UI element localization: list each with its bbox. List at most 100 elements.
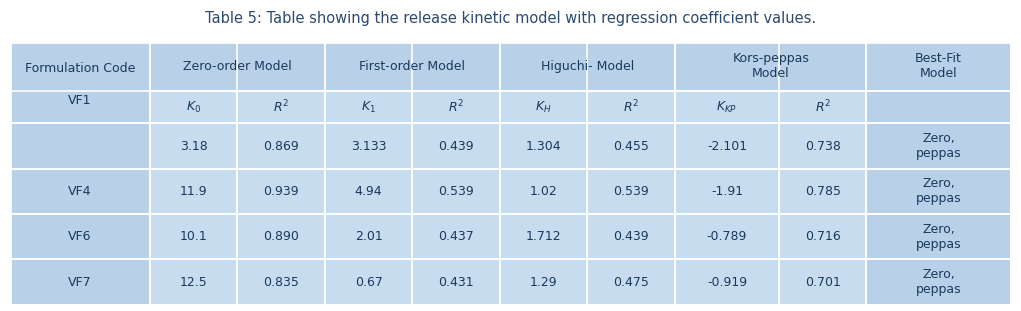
Text: 12.5: 12.5 — [180, 276, 207, 289]
Text: 0.939: 0.939 — [263, 185, 299, 198]
Text: 11.9: 11.9 — [180, 185, 207, 198]
Text: 0.701: 0.701 — [805, 276, 840, 289]
Bar — [150, 214, 237, 259]
Bar — [867, 123, 1011, 169]
Bar — [412, 259, 500, 305]
Bar — [587, 259, 675, 305]
Bar — [150, 42, 325, 91]
Text: VF6: VF6 — [68, 230, 92, 243]
Bar — [675, 214, 779, 259]
Text: 10.1: 10.1 — [180, 230, 207, 243]
Bar — [500, 91, 587, 123]
Bar — [587, 123, 675, 169]
Bar — [587, 214, 675, 259]
Text: 0.539: 0.539 — [438, 185, 474, 198]
Text: 3.133: 3.133 — [351, 140, 386, 153]
Text: Kors-peppas
Model: Kors-peppas Model — [732, 52, 809, 80]
Bar — [237, 123, 325, 169]
Bar — [587, 91, 675, 123]
Text: 0.431: 0.431 — [438, 276, 474, 289]
Bar — [867, 214, 1011, 259]
Text: -1.91: -1.91 — [711, 185, 743, 198]
Bar — [500, 169, 587, 214]
Bar — [237, 214, 325, 259]
Text: $R^2$: $R^2$ — [448, 99, 465, 115]
Text: 2.01: 2.01 — [354, 230, 383, 243]
Bar — [412, 169, 500, 214]
Bar — [325, 123, 412, 169]
Text: 0.835: 0.835 — [263, 276, 299, 289]
Bar — [412, 91, 500, 123]
Bar — [412, 214, 500, 259]
Bar — [150, 123, 237, 169]
Bar — [150, 169, 237, 214]
Bar — [675, 169, 779, 214]
Bar — [237, 259, 325, 305]
Bar — [325, 259, 412, 305]
Text: 1.29: 1.29 — [530, 276, 557, 289]
Bar — [10, 123, 150, 169]
Text: Zero,
peppas: Zero, peppas — [916, 132, 962, 160]
Text: Zero,
peppas: Zero, peppas — [916, 268, 962, 296]
Text: 0.539: 0.539 — [614, 185, 649, 198]
Text: $K_0$: $K_0$ — [186, 100, 201, 114]
Text: Higuchi- Model: Higuchi- Model — [541, 60, 634, 73]
Bar — [325, 169, 412, 214]
Text: $K_1$: $K_1$ — [361, 100, 376, 114]
Bar — [10, 259, 150, 305]
Text: Zero-order Model: Zero-order Model — [183, 60, 292, 73]
Text: VF4: VF4 — [68, 185, 92, 198]
Bar — [150, 91, 237, 123]
Text: 4.94: 4.94 — [354, 185, 383, 198]
Bar — [867, 259, 1011, 305]
Bar — [675, 91, 779, 123]
Text: $R^2$: $R^2$ — [273, 99, 289, 115]
Text: -0.789: -0.789 — [707, 230, 747, 243]
Bar — [237, 169, 325, 214]
Text: $K_H$: $K_H$ — [535, 100, 552, 114]
Bar — [237, 91, 325, 123]
Bar — [10, 42, 150, 123]
Text: 0.738: 0.738 — [805, 140, 840, 153]
Bar — [10, 42, 1011, 305]
Text: 0.439: 0.439 — [614, 230, 649, 243]
Text: 3.18: 3.18 — [180, 140, 207, 153]
Bar — [150, 259, 237, 305]
Text: Zero,
peppas: Zero, peppas — [916, 178, 962, 206]
Text: $R^2$: $R^2$ — [623, 99, 639, 115]
Bar — [10, 42, 150, 91]
Bar — [412, 123, 500, 169]
Text: Best-Fit
Model: Best-Fit Model — [915, 52, 962, 80]
Bar — [325, 214, 412, 259]
Text: 0.437: 0.437 — [438, 230, 474, 243]
Bar — [10, 214, 150, 259]
Bar — [675, 123, 779, 169]
Text: VF7: VF7 — [68, 276, 92, 289]
Text: 0.475: 0.475 — [614, 276, 649, 289]
Bar — [867, 91, 1011, 123]
Bar — [867, 42, 1011, 91]
Bar — [675, 259, 779, 305]
Text: 0.439: 0.439 — [438, 140, 474, 153]
Bar — [779, 259, 867, 305]
Text: $K_{KP}$: $K_{KP}$ — [717, 100, 737, 114]
Text: 1.712: 1.712 — [526, 230, 562, 243]
Bar — [779, 169, 867, 214]
Bar — [500, 259, 587, 305]
Text: -0.919: -0.919 — [707, 276, 747, 289]
Text: VF1: VF1 — [68, 94, 92, 107]
Bar — [10, 42, 1011, 305]
Text: 1.02: 1.02 — [530, 185, 557, 198]
Text: 0.455: 0.455 — [614, 140, 649, 153]
Text: 0.67: 0.67 — [354, 276, 383, 289]
Text: Formulation Code: Formulation Code — [25, 63, 135, 75]
Text: 0.716: 0.716 — [805, 230, 840, 243]
Text: First-order Model: First-order Model — [359, 60, 466, 73]
Text: Zero,
peppas: Zero, peppas — [916, 223, 962, 251]
Bar — [779, 123, 867, 169]
Bar — [500, 123, 587, 169]
Bar — [779, 214, 867, 259]
Bar — [10, 169, 150, 214]
Text: 0.785: 0.785 — [805, 185, 840, 198]
Text: 0.869: 0.869 — [263, 140, 299, 153]
